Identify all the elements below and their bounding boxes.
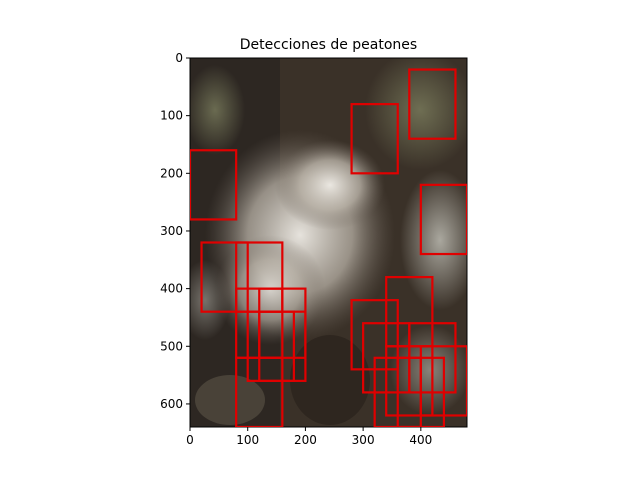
x-tick-label: 100 (236, 433, 259, 447)
x-axis: 0 100 200 300 400 (186, 427, 432, 447)
y-tick-label: 100 (160, 109, 183, 123)
y-axis: 0 100 200 300 400 500 600 (160, 51, 190, 411)
detection-box (190, 149, 238, 221)
chart-title: Detecciones de peatones (240, 37, 417, 53)
detection-box (419, 183, 467, 256)
y-tick-label: 500 (160, 339, 183, 353)
x-tick-label: 200 (294, 433, 317, 447)
detection-box (408, 68, 457, 140)
detection-box (200, 241, 249, 313)
y-tick-label: 0 (175, 51, 183, 65)
y-tick-label: 600 (160, 397, 183, 411)
y-tick-label: 200 (160, 166, 183, 180)
x-tick-label: 300 (352, 433, 375, 447)
detection-box (396, 356, 446, 427)
y-tick-label: 300 (160, 224, 183, 238)
detection-box (235, 356, 284, 427)
detection-boxes (190, 68, 467, 427)
detection-box (350, 103, 399, 175)
detection-box (385, 345, 434, 417)
x-tick-label: 0 (186, 433, 194, 447)
photo-image (190, 58, 467, 427)
x-tick-label: 400 (409, 433, 432, 447)
y-tick-label: 400 (160, 282, 183, 296)
